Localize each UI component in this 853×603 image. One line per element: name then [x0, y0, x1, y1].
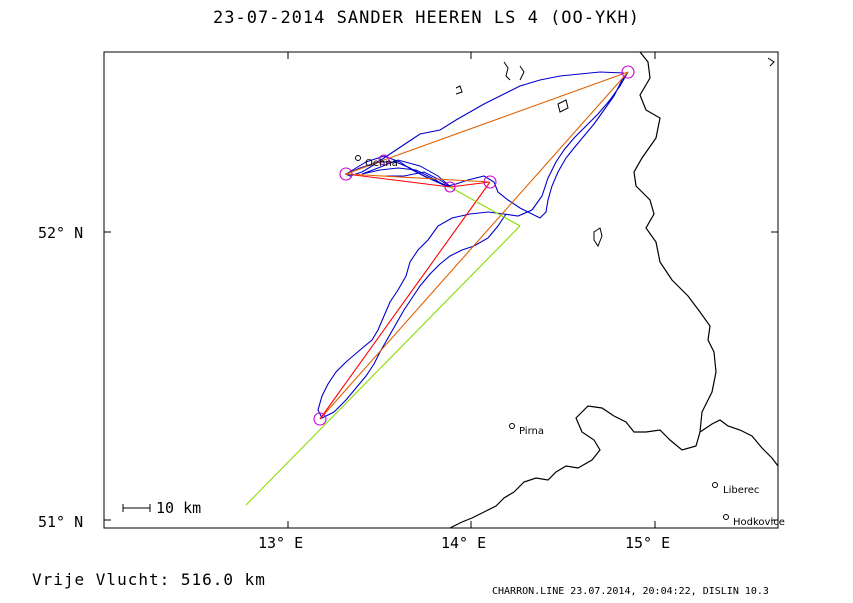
- city-label-pirna: Pirna: [519, 426, 544, 437]
- leg-line: [345, 173, 451, 188]
- city-label-hodkovice: Hodkovice: [733, 517, 785, 528]
- map-title: 23-07-2014 SANDER HEEREN LS 4 (OO-YKH): [213, 8, 640, 28]
- turnpoint-marker: [313, 412, 327, 426]
- turnpoint-marker: [378, 154, 390, 166]
- turnpoint-marker: [621, 65, 635, 79]
- credit-label: CHARRON.LINE 23.07.2014, 20:04:22, DISLI…: [492, 586, 769, 597]
- leg-line: [319, 181, 491, 420]
- city-label-liberec: Liberec: [723, 485, 759, 496]
- task-legs: [245, 71, 629, 506]
- lakes: [455, 57, 775, 248]
- turnpoint-marker: [483, 175, 497, 189]
- cities: Oehna Pirna Liberec Hodkovice: [355, 155, 785, 528]
- lat-tick-label: 51° N: [38, 513, 83, 531]
- city-marker: [712, 482, 718, 488]
- city-marker: [355, 155, 361, 161]
- lat-tick-label: 52° N: [38, 224, 83, 242]
- leg-line: [345, 173, 491, 183]
- flight-track: [317, 71, 629, 419]
- city-marker: [509, 423, 515, 429]
- leg-line: [449, 181, 491, 188]
- turnpoint-marker: [444, 181, 456, 193]
- alt-leg-line: [245, 225, 521, 506]
- city-marker: [723, 514, 729, 520]
- leg-line: [345, 159, 385, 175]
- distance-label: Vrije Vlucht: 516.0 km: [32, 570, 266, 589]
- leg-line: [383, 71, 629, 161]
- turnpoint-marker: [339, 167, 353, 181]
- flight-track-cluster: [345, 155, 453, 189]
- alt-leg-line: [449, 186, 521, 227]
- turnpoints: [313, 65, 635, 426]
- country-border-east: [699, 419, 779, 467]
- lon-tick-label: 15° E: [625, 534, 670, 552]
- map-frame: [103, 51, 779, 529]
- lon-tick-label: 13° E: [258, 534, 303, 552]
- scale-bar: 10 km: [122, 499, 201, 517]
- tick-marks: [104, 52, 778, 528]
- scale-bar-label: 10 km: [156, 499, 201, 517]
- country-border: [449, 51, 717, 529]
- lon-tick-label: 14° E: [441, 534, 486, 552]
- city-label-oehna: Oehna: [365, 158, 398, 169]
- leg-line: [319, 71, 629, 420]
